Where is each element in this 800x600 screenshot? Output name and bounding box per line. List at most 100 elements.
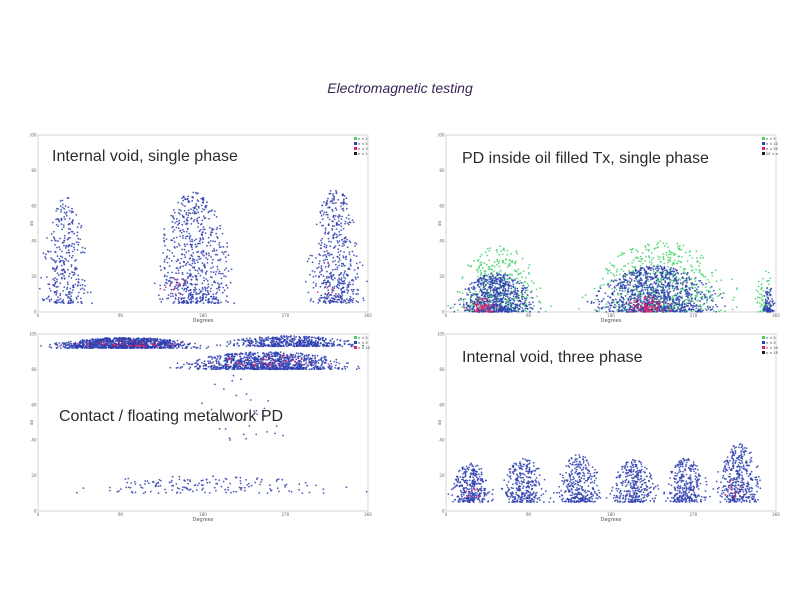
data-point — [498, 273, 501, 275]
data-point — [513, 297, 516, 299]
data-point — [344, 264, 346, 267]
data-point — [193, 267, 196, 269]
data-point — [469, 301, 472, 303]
data-point — [57, 208, 59, 210]
data-point — [225, 284, 228, 287]
data-point — [336, 255, 339, 258]
data-point — [67, 249, 70, 251]
data-point — [348, 301, 351, 304]
data-point — [620, 304, 623, 306]
data-point — [159, 284, 162, 287]
data-point — [345, 258, 347, 261]
data-point — [57, 299, 60, 301]
legend-label: n < 10 — [766, 142, 778, 146]
data-point — [644, 282, 647, 284]
data-point — [335, 236, 338, 239]
data-point — [505, 258, 508, 261]
data-point — [767, 304, 769, 307]
data-point — [675, 294, 677, 297]
data-point — [482, 310, 484, 313]
data-point — [663, 267, 666, 270]
data-point — [201, 231, 204, 234]
data-point — [772, 304, 775, 306]
data-point — [180, 231, 183, 234]
data-point — [61, 250, 63, 253]
data-point — [614, 306, 616, 309]
data-point — [686, 281, 688, 284]
data-point — [533, 305, 536, 308]
data-point — [491, 303, 493, 306]
data-point — [644, 260, 646, 262]
data-point — [506, 281, 509, 283]
data-point — [764, 301, 767, 304]
data-point — [62, 300, 64, 303]
data-point — [635, 249, 638, 251]
data-point — [535, 288, 538, 291]
data-point — [486, 254, 489, 257]
data-point — [163, 258, 166, 261]
data-point — [205, 270, 208, 273]
data-point — [344, 241, 346, 244]
data-point — [221, 251, 224, 254]
data-point — [168, 279, 171, 282]
data-point — [73, 271, 76, 274]
data-point — [643, 286, 646, 289]
data-point — [344, 277, 347, 280]
data-point — [493, 261, 496, 263]
data-point — [518, 272, 521, 275]
data-point — [702, 275, 705, 278]
data-point — [594, 308, 596, 311]
data-point — [63, 244, 65, 247]
data-point — [59, 294, 62, 297]
data-point — [177, 284, 180, 287]
legend-label: 20 < n — [766, 152, 778, 156]
data-point — [677, 298, 679, 301]
data-point — [657, 255, 659, 258]
data-point — [63, 237, 66, 239]
data-point — [508, 311, 511, 313]
data-point — [340, 262, 343, 265]
data-point — [684, 272, 687, 275]
data-point — [338, 234, 341, 236]
data-point — [357, 289, 360, 291]
data-point — [195, 275, 198, 277]
data-point — [688, 254, 691, 257]
data-point — [69, 297, 72, 300]
data-point — [172, 216, 174, 219]
data-point — [322, 213, 325, 216]
data-point — [56, 285, 59, 288]
data-point — [178, 300, 180, 303]
data-point — [176, 279, 178, 281]
data-point — [501, 292, 503, 295]
data-point — [766, 292, 769, 294]
data-point — [681, 287, 684, 289]
data-point — [472, 307, 474, 310]
data-point — [354, 276, 357, 279]
data-point — [58, 301, 60, 304]
data-point — [72, 211, 75, 213]
data-point — [169, 292, 172, 295]
data-point — [691, 269, 694, 271]
data-point — [340, 233, 342, 236]
data-point — [636, 256, 638, 259]
data-point — [198, 268, 201, 271]
data-point — [517, 297, 520, 299]
data-point — [208, 210, 211, 213]
data-point — [323, 211, 326, 214]
data-point — [349, 241, 352, 244]
data-point — [629, 277, 631, 280]
data-point — [691, 283, 693, 286]
data-point — [605, 311, 608, 313]
data-point — [502, 260, 505, 262]
data-point — [163, 234, 166, 237]
data-point — [630, 280, 633, 282]
legend-label: n < 1 — [358, 152, 368, 156]
data-point — [479, 255, 482, 258]
data-point — [479, 282, 482, 285]
data-point — [483, 281, 485, 284]
data-point — [685, 310, 688, 313]
data-point — [490, 293, 493, 296]
data-point — [480, 272, 482, 274]
data-point — [211, 227, 214, 230]
data-point — [702, 309, 704, 312]
